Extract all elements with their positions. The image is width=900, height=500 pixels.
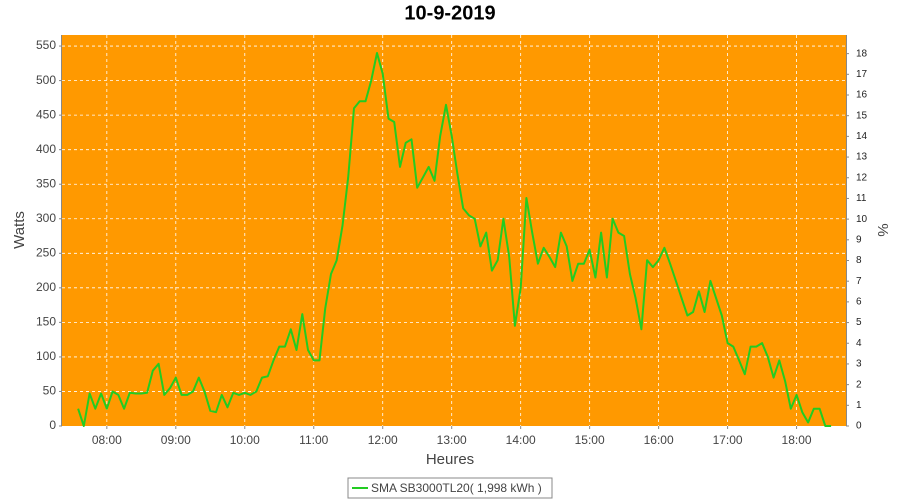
y2-tick-label: 9 (856, 234, 862, 245)
y-tick-label: 500 (36, 73, 56, 87)
y2-tick-label: 7 (856, 276, 862, 287)
y2-tick-label: 1 (856, 400, 862, 411)
legend (347, 477, 553, 499)
plot-area (62, 35, 846, 426)
y2-axis-title: % (874, 223, 891, 236)
y-tick-label: 350 (36, 176, 56, 190)
y2-tick-label: 3 (856, 359, 862, 370)
x-tick-label: 15:00 (575, 433, 605, 447)
y-tick-label: 150 (36, 315, 56, 329)
y2-tick-label: 11 (856, 193, 867, 204)
y2-tick-label: 0 (856, 421, 862, 432)
x-axis-title: Heures (426, 451, 474, 468)
y-tick-label: 250 (36, 245, 56, 259)
x-tick-label: 08:00 (92, 433, 122, 447)
y2-tick-label: 16 (856, 90, 868, 101)
x-tick-label: 16:00 (644, 433, 674, 447)
x-tick-label: 18:00 (782, 433, 812, 447)
legend-label: SMA SB3000TL20( 1,998 kWh ) (371, 481, 542, 495)
y2-tick-label: 8 (856, 255, 862, 266)
y2-tick-label: 4 (856, 338, 862, 349)
x-tick-label: 10:00 (230, 433, 260, 447)
x-tick-label: 09:00 (161, 433, 191, 447)
y-tick-label: 450 (36, 107, 56, 121)
x-tick-label: 12:00 (368, 433, 398, 447)
y-axis-title: Watts (11, 211, 28, 249)
y2-tick-label: 14 (856, 131, 868, 142)
y-tick-label: 0 (49, 418, 56, 432)
x-tick-label: 14:00 (506, 433, 536, 447)
y-tick-label: 400 (36, 142, 56, 156)
y2-tick-label: 12 (856, 172, 868, 183)
y-tick-label: 200 (36, 280, 56, 294)
y-tick-label: 550 (36, 38, 56, 52)
chart-title: 10-9-2019 (404, 2, 495, 24)
y-tick-label: 100 (36, 349, 56, 363)
y2-tick-label: 5 (856, 317, 862, 328)
x-tick-label: 17:00 (713, 433, 743, 447)
y2-tick-label: 10 (856, 214, 868, 225)
x-tick-label: 11:00 (299, 433, 328, 447)
series-line (77, 52, 832, 427)
y2-tick-label: 15 (856, 110, 868, 121)
y2-tick-label: 2 (856, 379, 862, 390)
y2-tick-label: 6 (856, 297, 862, 308)
y2-tick-label: 18 (856, 48, 868, 59)
y-tick-label: 50 (43, 384, 57, 398)
x-tick-label: 13:00 (437, 433, 467, 447)
y-tick-label: 300 (36, 211, 56, 225)
y2-tick-label: 13 (856, 152, 868, 163)
y2-tick-label: 17 (856, 69, 868, 80)
